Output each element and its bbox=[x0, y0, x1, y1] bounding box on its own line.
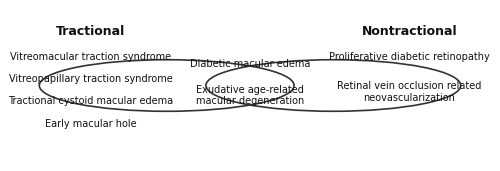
Text: Retinal vein occlusion related
neovascularization: Retinal vein occlusion related neovascul… bbox=[337, 81, 482, 103]
Text: Vitreopapillary traction syndrome: Vitreopapillary traction syndrome bbox=[9, 74, 172, 84]
Text: Tractional cystoid macular edema: Tractional cystoid macular edema bbox=[8, 96, 173, 106]
Text: Early macular hole: Early macular hole bbox=[45, 119, 136, 129]
Text: Vitreomacular traction syndrome: Vitreomacular traction syndrome bbox=[10, 52, 172, 62]
Text: Nontractional: Nontractional bbox=[362, 25, 457, 38]
Text: Proliferative diabetic retinopathy: Proliferative diabetic retinopathy bbox=[329, 52, 490, 62]
Text: Diabetic macular edema: Diabetic macular edema bbox=[190, 59, 310, 69]
Text: Tractional: Tractional bbox=[56, 25, 126, 38]
Text: Exudative age-related
macular degeneration: Exudative age-related macular degenerati… bbox=[196, 85, 304, 106]
